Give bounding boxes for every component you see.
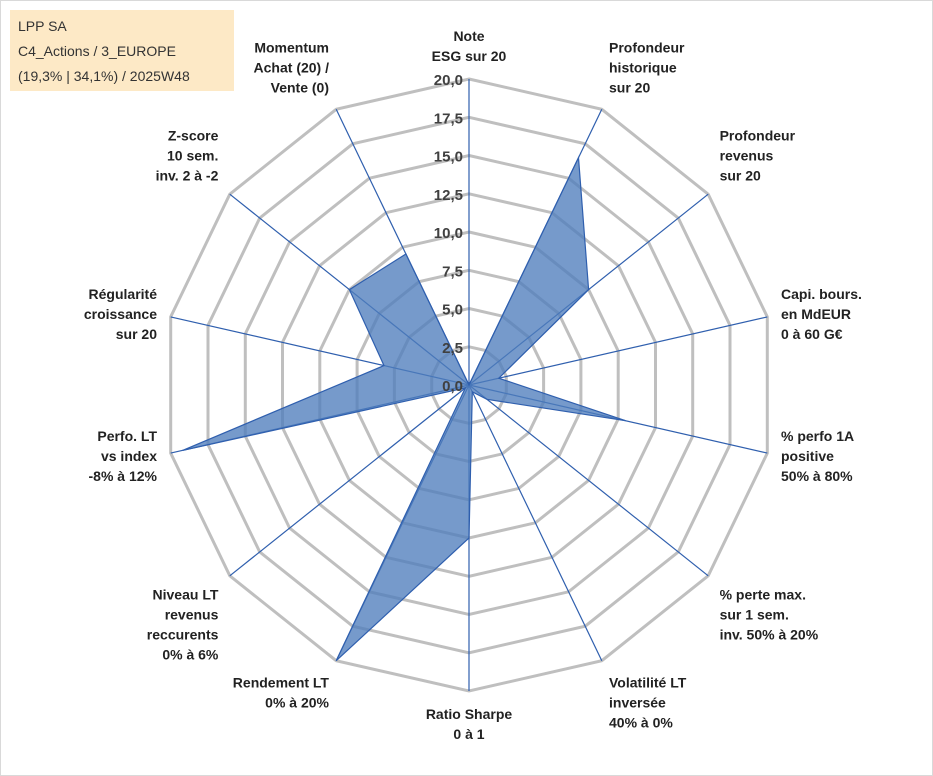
tick-label-5: 12,5 (434, 187, 463, 204)
category-label-line: 0% à 20% (265, 695, 329, 711)
category-label-line: inversée (609, 695, 666, 711)
tick-label-7: 17,5 (434, 110, 463, 127)
category-label-line: 10 sem. (167, 148, 218, 164)
category-label-line: Vente (0) (271, 80, 329, 96)
category-label-line: 50% à 80% (781, 468, 853, 484)
category-label-line: Profondeur (609, 40, 685, 56)
category-label-11: Régularité croissance sur 20 (84, 286, 157, 342)
category-label-10: Perfo. LT vs index -8% à 12% (89, 428, 158, 484)
category-label-line: Perfo. LT (97, 428, 157, 444)
tick-label-1: 2,5 (442, 340, 463, 357)
info-line-3: (19,3% | 34,1%) / 2025W48 (18, 68, 190, 84)
category-label-3: Capi. bours. en MdEUR 0 à 60 G€ (781, 286, 862, 342)
category-label-line: Profondeur (720, 128, 796, 144)
axis-spoke-3 (468, 316, 768, 386)
tick-label-6: 15,0 (434, 149, 463, 166)
category-label-line: Momentum (254, 40, 329, 56)
category-label-line: Régularité (89, 286, 158, 302)
info-line-1: LPP SA (18, 18, 67, 34)
category-label-line: ESG sur 20 (432, 48, 507, 64)
category-label-line: 0% à 6% (162, 646, 219, 662)
category-label-line: Ratio Sharpe (426, 706, 513, 722)
category-label-5: % perte max. sur 1 sem. inv. 50% à 20% (720, 586, 819, 642)
axis-spoke-6 (468, 384, 603, 661)
category-label-line: sur 20 (720, 168, 761, 184)
chart-info-box: LPP SA C4_Actions / 3_EUROPE (19,3% | 34… (10, 10, 234, 91)
category-label-line: Niveau LT (153, 586, 219, 602)
series-area-0 (182, 155, 626, 662)
category-label-0: Note ESG sur 20 (432, 28, 507, 64)
category-label-line: Z-score (168, 128, 219, 144)
tick-label-2: 5,0 (442, 302, 463, 319)
category-label-line: Achat (20) / (254, 60, 330, 76)
category-label-line: Volatilité LT (609, 675, 687, 691)
tick-label-3: 7,5 (442, 263, 463, 280)
category-label-9: Niveau LT revenus reccurents 0% à 6% (147, 586, 219, 662)
category-label-line: inv. 50% à 20% (720, 626, 819, 642)
category-label-line: sur 1 sem. (720, 606, 789, 622)
category-label-line: Capi. bours. (781, 286, 862, 302)
category-label-line: revenus (720, 148, 774, 164)
category-label-line: sur 20 (116, 326, 157, 342)
category-label-line: -8% à 12% (89, 468, 158, 484)
category-label-line: Note (453, 28, 484, 44)
category-label-7: Ratio Sharpe 0 à 1 (426, 706, 513, 742)
tick-label-4: 10,0 (434, 225, 463, 242)
category-label-line: vs index (101, 448, 157, 464)
info-line-2: C4_Actions / 3_EUROPE (18, 43, 176, 59)
category-label-6: Volatilité LT inversée 40% à 0% (609, 675, 687, 731)
category-label-line: 0 à 60 G€ (781, 326, 843, 342)
category-label-line: sur 20 (609, 80, 650, 96)
category-label-4: % perfo 1A positive 50% à 80% (781, 428, 854, 484)
category-label-line: % perte max. (720, 586, 806, 602)
category-label-13: Momentum Achat (20) / Vente (0) (254, 40, 330, 96)
tick-label-0: 0,0 (442, 378, 463, 395)
category-label-8: Rendement LT 0% à 20% (233, 675, 330, 711)
category-label-line: inv. 2 à -2 (156, 168, 219, 184)
category-label-line: en MdEUR (781, 306, 851, 322)
category-label-line: 0 à 1 (453, 726, 484, 742)
category-label-line: positive (781, 448, 834, 464)
axis-spoke-9 (229, 384, 470, 577)
category-label-12: Z-score 10 sem. inv. 2 à -2 (156, 128, 219, 184)
category-label-line: croissance (84, 306, 157, 322)
category-label-line: historique (609, 60, 677, 76)
category-label-line: % perfo 1A (781, 428, 854, 444)
category-label-1: Profondeur historique sur 20 (609, 40, 685, 96)
category-label-line: revenus (165, 606, 219, 622)
tick-label-8: 20,0 (434, 72, 463, 89)
axis-spoke-5 (468, 384, 709, 577)
category-label-line: reccurents (147, 626, 219, 642)
category-label-line: Rendement LT (233, 675, 330, 691)
category-label-line: 40% à 0% (609, 715, 673, 731)
category-label-2: Profondeur revenus sur 20 (720, 128, 796, 184)
